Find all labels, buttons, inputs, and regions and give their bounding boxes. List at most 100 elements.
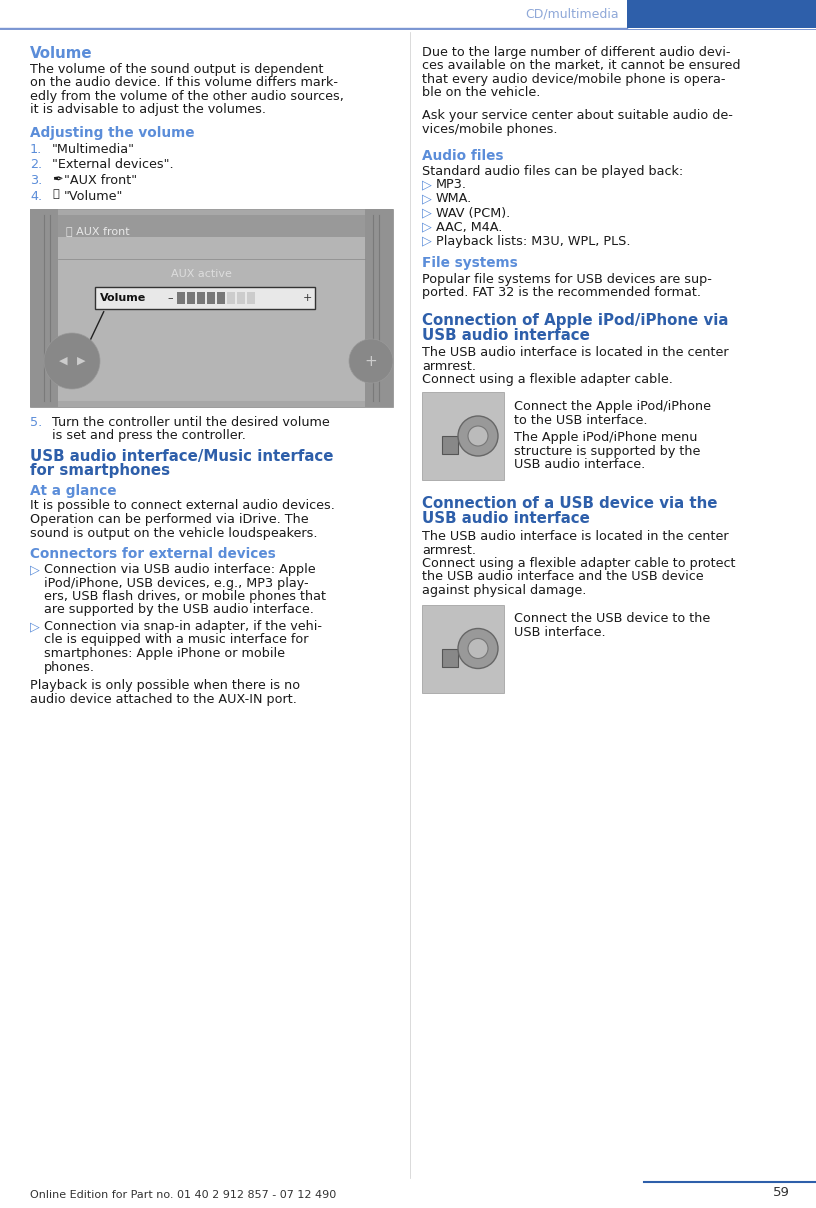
Text: –: – (167, 294, 173, 303)
Text: CD/multimedia: CD/multimedia (526, 7, 619, 21)
Text: for smartphones: for smartphones (30, 464, 170, 478)
Text: +: + (303, 294, 313, 303)
Text: At a glance: At a glance (30, 483, 117, 498)
Bar (217, 292, 225, 304)
Text: USB audio interface/Music interface: USB audio interface/Music interface (30, 448, 334, 464)
Text: The Apple iPod/iPhone menu: The Apple iPod/iPhone menu (514, 431, 698, 445)
Text: USB audio interface.: USB audio interface. (514, 458, 645, 471)
Text: sound is output on the vehicle loudspeakers.: sound is output on the vehicle loudspeak… (30, 527, 317, 540)
Text: 4.: 4. (30, 190, 42, 203)
Circle shape (458, 416, 498, 455)
Text: ces available on the market, it cannot be ensured: ces available on the market, it cannot b… (422, 59, 740, 72)
Text: that every audio device/mobile phone is opera-: that every audio device/mobile phone is … (422, 72, 725, 86)
Text: iPod/iPhone, USB devices, e.g., MP3 play-: iPod/iPhone, USB devices, e.g., MP3 play… (44, 576, 308, 590)
Text: are supported by the USB audio interface.: are supported by the USB audio interface… (44, 604, 314, 616)
Text: 5.: 5. (30, 416, 42, 429)
Text: Connection of Apple iPod/iPhone via: Connection of Apple iPod/iPhone via (422, 313, 729, 327)
Text: Online Edition for Part no. 01 40 2 912 857 - 07 12 490: Online Edition for Part no. 01 40 2 912 … (30, 1190, 336, 1200)
Text: armrest.: armrest. (422, 544, 476, 557)
Text: vices/mobile phones.: vices/mobile phones. (422, 122, 557, 135)
Text: ▷: ▷ (422, 234, 432, 248)
Text: edly from the volume of the other audio sources,: edly from the volume of the other audio … (30, 91, 344, 103)
Bar (237, 292, 245, 304)
Text: USB interface.: USB interface. (514, 626, 605, 639)
Text: Connection via USB audio interface: Apple: Connection via USB audio interface: Appl… (44, 563, 316, 576)
Text: ▷: ▷ (30, 620, 40, 633)
Text: structure is supported by the: structure is supported by the (514, 445, 700, 458)
Text: cle is equipped with a music interface for: cle is equipped with a music interface f… (44, 633, 308, 646)
Text: Turn the controller until the desired volume: Turn the controller until the desired vo… (52, 416, 330, 429)
Bar (58, 215, 365, 237)
Text: Audio files: Audio files (422, 149, 503, 163)
Circle shape (458, 628, 498, 668)
Text: 3.: 3. (30, 174, 42, 187)
Text: Connection via snap-in adapter, if the vehi-: Connection via snap-in adapter, if the v… (44, 620, 322, 633)
Text: Playback is only possible when there is no: Playback is only possible when there is … (30, 679, 300, 692)
Text: audio device attached to the AUX-IN port.: audio device attached to the AUX-IN port… (30, 692, 297, 705)
Circle shape (44, 333, 100, 389)
Text: phones.: phones. (44, 661, 95, 674)
Text: Volume: Volume (30, 46, 93, 60)
Text: Connect using a flexible adapter cable to protect: Connect using a flexible adapter cable t… (422, 557, 735, 570)
Text: ers, USB flash drives, or mobile phones that: ers, USB flash drives, or mobile phones … (44, 590, 326, 603)
Text: USB audio interface: USB audio interface (422, 511, 590, 525)
Bar (227, 292, 235, 304)
Text: it is advisable to adjust the volumes.: it is advisable to adjust the volumes. (30, 104, 266, 116)
Bar (95, 288, 315, 309)
Text: "Volume": "Volume" (64, 190, 123, 203)
Text: WMA.: WMA. (436, 192, 472, 205)
Text: smartphones: Apple iPhone or mobile: smartphones: Apple iPhone or mobile (44, 647, 285, 660)
Bar (422, 604, 504, 692)
Bar (30, 209, 393, 407)
Text: It is possible to connect external audio devices.: It is possible to connect external audio… (30, 499, 335, 512)
Text: Entertainment: Entertainment (667, 7, 775, 21)
Bar (442, 436, 458, 454)
Text: Connect using a flexible adapter cable.: Connect using a flexible adapter cable. (422, 373, 673, 387)
Text: "Multimedia": "Multimedia" (52, 143, 135, 156)
Text: 59: 59 (773, 1185, 790, 1198)
Text: ▷: ▷ (422, 179, 432, 192)
Text: ble on the vehicle.: ble on the vehicle. (422, 87, 540, 99)
Text: 1.: 1. (30, 143, 42, 156)
Text: is set and press the controller.: is set and press the controller. (52, 430, 246, 442)
Bar (30, 209, 58, 407)
Bar (422, 393, 504, 480)
Text: ▷: ▷ (422, 221, 432, 233)
Text: to the USB interface.: to the USB interface. (514, 413, 648, 426)
Text: The USB audio interface is located in the center: The USB audio interface is located in th… (422, 530, 729, 544)
Circle shape (468, 426, 488, 446)
Bar (197, 292, 205, 304)
Circle shape (468, 639, 488, 658)
Text: against physical damage.: against physical damage. (422, 583, 587, 597)
Bar (58, 215, 365, 401)
Text: ◀: ◀ (59, 356, 67, 366)
Bar (365, 209, 393, 407)
Text: ▶: ▶ (77, 356, 85, 366)
Text: File systems: File systems (422, 256, 517, 271)
Bar (177, 292, 185, 304)
Text: the USB audio interface and the USB device: the USB audio interface and the USB devi… (422, 570, 703, 583)
Text: 2.: 2. (30, 158, 42, 172)
Text: AAC, M4A.: AAC, M4A. (436, 221, 503, 233)
Text: USB audio interface: USB audio interface (422, 327, 590, 343)
Text: +: + (365, 354, 377, 368)
Text: Volume: Volume (100, 294, 146, 303)
Text: Standard audio files can be played back:: Standard audio files can be played back: (422, 165, 683, 178)
Text: The volume of the sound output is dependent: The volume of the sound output is depend… (30, 63, 323, 76)
Text: MP3.: MP3. (436, 179, 467, 192)
Bar (187, 292, 195, 304)
Text: ▷: ▷ (422, 192, 432, 205)
Text: WAV (PCM).: WAV (PCM). (436, 207, 510, 220)
Text: "AUX front": "AUX front" (64, 174, 137, 187)
Text: ported. FAT 32 is the recommended format.: ported. FAT 32 is the recommended format… (422, 286, 701, 300)
Text: ✒: ✒ (52, 174, 63, 187)
Circle shape (349, 339, 393, 383)
Text: Ask your service center about suitable audio de-: Ask your service center about suitable a… (422, 109, 733, 122)
Text: ⎙: ⎙ (52, 190, 59, 199)
Text: Connectors for external devices: Connectors for external devices (30, 547, 276, 561)
Text: Connect the Apple iPod/iPhone: Connect the Apple iPod/iPhone (514, 400, 711, 413)
Text: AUX active: AUX active (171, 269, 232, 279)
Text: Playback lists: M3U, WPL, PLS.: Playback lists: M3U, WPL, PLS. (436, 234, 631, 248)
Text: Connection of a USB device via the: Connection of a USB device via the (422, 496, 717, 511)
Text: Adjusting the volume: Adjusting the volume (30, 126, 194, 140)
